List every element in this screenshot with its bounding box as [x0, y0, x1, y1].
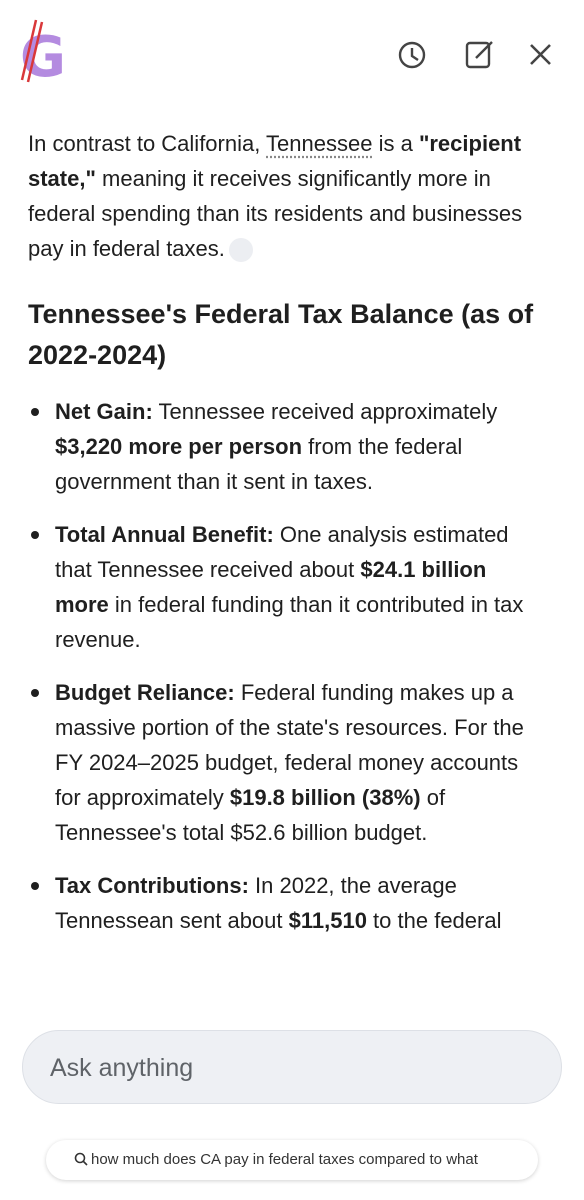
- bullet-item: Budget Reliance: Federal funding makes u…: [31, 675, 545, 850]
- search-icon: [74, 1152, 88, 1166]
- text-run: $19.8 billion (38%): [229, 785, 421, 810]
- bullet-list: Net Gain: Tennessee received approximate…: [0, 394, 584, 938]
- text-run: Federal funding makes up a massive porti…: [55, 680, 524, 810]
- text-run: Budget Reliance:: [55, 680, 235, 705]
- text-run: Tennessee received approximately: [152, 399, 498, 424]
- edit-button[interactable]: [465, 41, 493, 69]
- text-run: in federal funding than it contributed i…: [55, 592, 524, 652]
- history-button[interactable]: [398, 41, 426, 69]
- bullet-item: Net Gain: Tennessee received approximate…: [31, 394, 545, 499]
- text-run: is a: [372, 131, 419, 156]
- text-run[interactable]: Tennessee: [266, 131, 373, 156]
- text-run: One analysis estimated that Tennessee re…: [55, 522, 509, 582]
- search-suggestion[interactable]: how much does CA pay in federal taxes co…: [46, 1140, 538, 1180]
- bullet-item: Total Annual Benefit: One analysis estim…: [31, 517, 545, 657]
- text-run: "recipient state,": [28, 131, 522, 191]
- input-placeholder: Ask anything: [50, 1054, 194, 1082]
- text-run: Net Gain:: [55, 399, 153, 424]
- text-run: Tax Contributions:: [55, 873, 249, 898]
- text-run: $24.1 billion more: [55, 557, 487, 617]
- logo: G: [20, 19, 66, 90]
- chat-input[interactable]: Ask anything: [22, 1030, 562, 1104]
- text-run: from the federal government than it sent…: [55, 434, 463, 494]
- suggestion-text: how much does CA pay in federal taxes co…: [91, 1151, 478, 1168]
- source-link[interactable]: [228, 238, 253, 263]
- text-run: Total Annual Benefit:: [55, 522, 274, 547]
- text-run: to the federal: [366, 908, 502, 933]
- header: G: [20, 19, 551, 90]
- text-run: $11,510: [288, 908, 367, 933]
- response: In contrast to California, Tennessee is …: [0, 110, 584, 1008]
- text-run: In contrast to California,: [28, 131, 267, 156]
- text-run: $3,220 more per person: [55, 434, 303, 459]
- close-button[interactable]: [530, 44, 551, 65]
- text-run: In 2022, the average Tennessean sent abo…: [55, 873, 457, 933]
- section-heading: Tennessee's Federal Tax Balance (as of 2…: [28, 299, 534, 370]
- intro-paragraph: In contrast to California, Tennessee is …: [28, 126, 533, 266]
- text-run: meaning it receives significantly more i…: [28, 166, 523, 261]
- text-run: of Tennessee's total $52.6 billion budge…: [55, 785, 446, 845]
- bullet-item: Tax Contributions: In 2022, the average …: [31, 868, 545, 938]
